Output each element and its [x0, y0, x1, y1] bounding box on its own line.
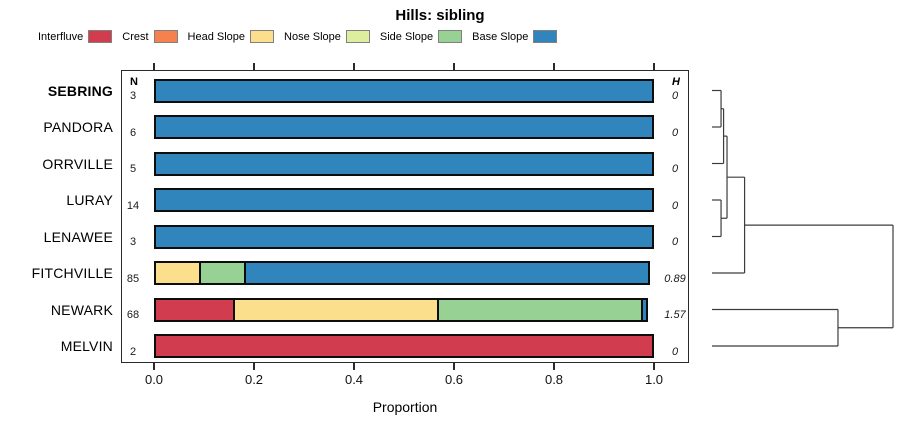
bar-segment-base-slope [154, 224, 654, 249]
legend-label: Nose Slope [284, 30, 341, 43]
row-label-sebring: SEBRING [47, 82, 113, 99]
bar-orrville [154, 151, 654, 176]
bottom-tick-0.8 [553, 363, 555, 370]
bottom-tick-1.0 [653, 363, 655, 370]
tick-label-0.8: 0.8 [544, 372, 564, 387]
bar-segment-interfluve [154, 297, 235, 322]
bar-segment-base-slope [154, 115, 654, 139]
bottom-tick-0.6 [453, 363, 455, 370]
bottom-tick-0.4 [353, 363, 355, 370]
top-tick-0.8 [553, 63, 555, 70]
legend-item-base-slope: Base Slope [472, 30, 558, 43]
h-value-luray: 0 [671, 199, 679, 212]
tick-label-0.4: 0.4 [344, 372, 364, 387]
tick-label-1.0: 1.0 [644, 372, 664, 387]
legend-item-nose-slope: Nose Slope [284, 30, 370, 43]
bar-luray [154, 188, 654, 212]
bar-melvin [154, 334, 654, 358]
legend-item-head-slope: Head Slope [188, 30, 275, 43]
n-column-header: N [130, 76, 138, 88]
row-label-newark: NEWARK [50, 301, 113, 318]
n-value-newark: 68 [126, 309, 140, 321]
bar-segment-base-slope [154, 151, 654, 176]
legend-label: Head Slope [187, 30, 246, 43]
bar-pandora [154, 115, 654, 139]
plot-border [121, 70, 689, 363]
legend-item-crest: Crest [122, 30, 178, 43]
tick-label-0.0: 0.0 [144, 372, 164, 387]
legend-swatch-nose-slope [345, 30, 370, 43]
h-value-newark: 1.57 [664, 309, 686, 321]
h-value-lenawee: 0 [671, 236, 679, 248]
bar-segment-base-slope [154, 188, 654, 212]
h-column-header: H [672, 76, 680, 88]
row-label-pandora: PANDORA [43, 119, 113, 135]
bar-segment-side-slope [199, 261, 246, 285]
bar-lenawee [154, 224, 654, 249]
h-value-melvin: 0 [671, 345, 679, 358]
h-value-pandora: 0 [671, 126, 679, 139]
n-value-pandora: 6 [129, 126, 137, 139]
legend-label: Crest [122, 30, 149, 43]
bottom-tick-0.2 [253, 363, 255, 370]
bar-newark [154, 297, 654, 322]
x-axis-label: Proportion [372, 399, 438, 415]
n-value-lenawee: 3 [129, 236, 137, 248]
bar-segment-side-slope [437, 297, 643, 322]
legend-swatch-crest [153, 30, 178, 43]
bar-fitchville [154, 261, 654, 285]
row-label-orrville: ORRVILLE [42, 155, 113, 172]
bottom-tick-0.0 [153, 363, 155, 370]
legend-swatch-side-slope [438, 30, 463, 43]
tick-label-0.2: 0.2 [244, 372, 264, 387]
legend-label: Base Slope [472, 30, 529, 43]
legend-label: Interfluve [38, 30, 84, 43]
bar-segment-base-slope [244, 261, 650, 285]
n-value-sebring: 3 [129, 90, 137, 102]
h-value-sebring: 0 [671, 90, 679, 102]
row-label-lenawee: LENAWEE [43, 228, 113, 245]
h-value-fitchville: 0.89 [664, 272, 686, 285]
bar-sebring [154, 78, 654, 103]
bar-segment-head-slope [233, 297, 439, 322]
top-tick-1.0 [653, 63, 655, 70]
n-value-fitchville: 85 [126, 272, 140, 285]
n-value-orrville: 5 [129, 163, 137, 175]
bar-segment-head-slope [154, 261, 201, 285]
legend-swatch-base-slope [533, 30, 558, 43]
bar-segment-base-slope [641, 297, 648, 322]
n-value-luray: 14 [126, 199, 140, 212]
legend-item-interfluve: Interfluve [38, 30, 113, 43]
top-tick-0.0 [153, 63, 155, 70]
legend-item-side-slope: Side Slope [379, 30, 463, 43]
top-tick-0.4 [353, 63, 355, 70]
legend-label: Side Slope [379, 30, 434, 43]
tick-label-0.6: 0.6 [444, 372, 464, 387]
n-value-melvin: 2 [129, 345, 137, 358]
legend: Interfluve Crest Head Slope Nose Slope Side … [38, 30, 558, 43]
legend-swatch-interfluve [88, 30, 113, 43]
legend-swatch-head-slope [250, 30, 275, 43]
row-label-melvin: MELVIN [60, 338, 113, 354]
row-label-luray: LURAY [66, 192, 113, 208]
row-label-fitchville: FITCHVILLE [31, 265, 113, 281]
bar-segment-interfluve [154, 334, 654, 358]
chart-title: Hills: sibling [395, 7, 485, 24]
top-tick-0.2 [253, 63, 255, 70]
h-value-orrville: 0 [671, 163, 679, 175]
bar-segment-base-slope [154, 78, 654, 103]
top-tick-0.6 [453, 63, 455, 70]
